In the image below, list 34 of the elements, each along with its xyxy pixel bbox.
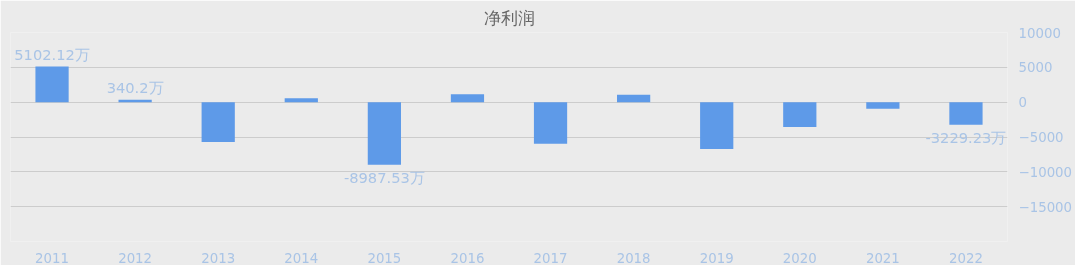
y-tick-label: 0 [1018,95,1027,111]
x-tick-label: 2018 [616,250,651,266]
x-tick-label: 2022 [949,250,983,266]
x-tick-label: 2016 [450,250,485,266]
x-tick-label: 2014 [284,250,319,266]
bar [450,94,485,103]
chart-title: 净利润 [483,7,535,28]
data-label: -8987.53万 [343,168,425,186]
y-tick-label: 5000 [1018,60,1053,76]
y-tick-label: −10000 [1018,164,1073,180]
bar [949,102,983,125]
bar [617,94,651,103]
bar [284,98,318,103]
bar [533,102,568,144]
y-tick-label: −5000 [1018,130,1064,145]
x-tick-label: 2013 [201,250,236,266]
bar [783,102,817,127]
x-tick-label: 2011 [35,250,69,266]
x-tick-label: 2020 [782,250,817,266]
data-label: 340.2万 [106,78,164,96]
bar [201,102,235,142]
x-tick-label: 2012 [118,250,153,266]
x-tick-label: 2019 [699,250,734,266]
data-label: -3229.23万 [925,128,1007,146]
bar [866,102,900,109]
x-tick-label: 2021 [865,250,900,266]
bar [367,102,401,165]
bar [35,66,69,103]
data-label: 5102.12万 [14,45,90,63]
bar [700,102,734,150]
y-tick-label: −15000 [1018,199,1073,215]
y-tick-label: 10000 [1018,25,1061,41]
x-tick-label: 2015 [367,250,402,266]
x-tick-label: 2017 [533,250,568,266]
